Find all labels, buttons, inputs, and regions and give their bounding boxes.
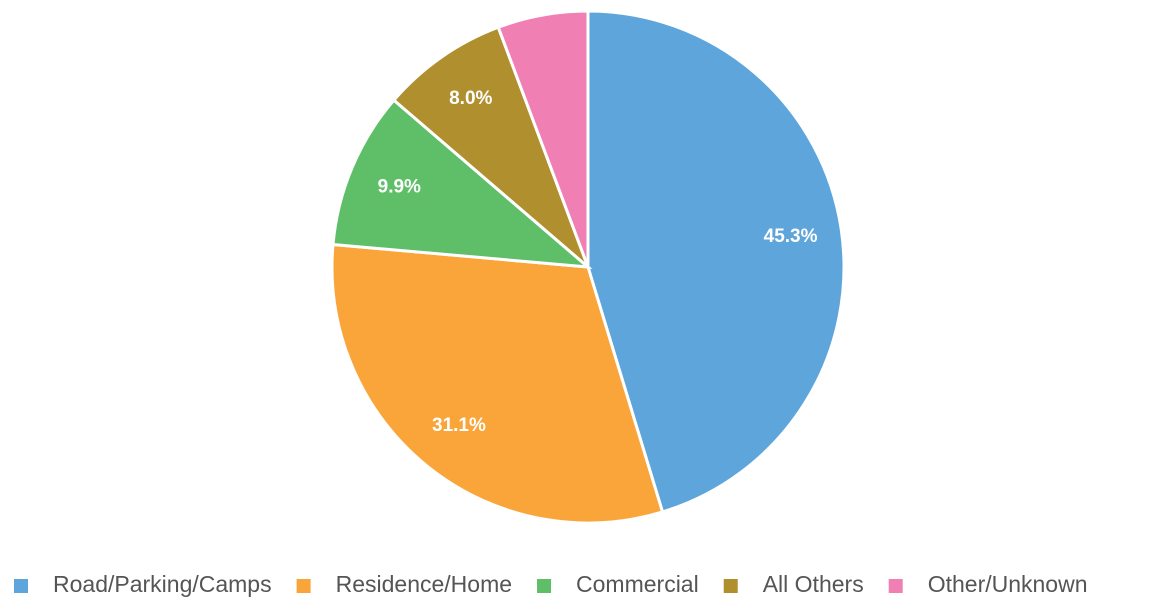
pie-slice [586,9,846,514]
legend-marker [14,579,28,593]
legend-marker [723,579,738,593]
legend-label: Other/Unknown [928,571,1088,597]
legend-label: Commercial [576,571,699,597]
legend-label: Road/Parking/Camps [53,571,272,597]
value-label: 8.0% [449,88,492,109]
pie-slice [496,9,590,268]
legend-marker [537,579,552,593]
value-label: 45.3% [764,226,818,247]
legend-marker [296,579,311,593]
legend-label: All Others [763,571,864,597]
value-label: 31.1% [432,415,486,436]
pie-slice [330,242,665,525]
pie-slice [331,98,593,269]
pie-slice [391,25,590,269]
value-label: 9.9% [378,176,421,197]
legend-label: Residence/Home [336,571,512,597]
legend-marker [888,579,903,593]
